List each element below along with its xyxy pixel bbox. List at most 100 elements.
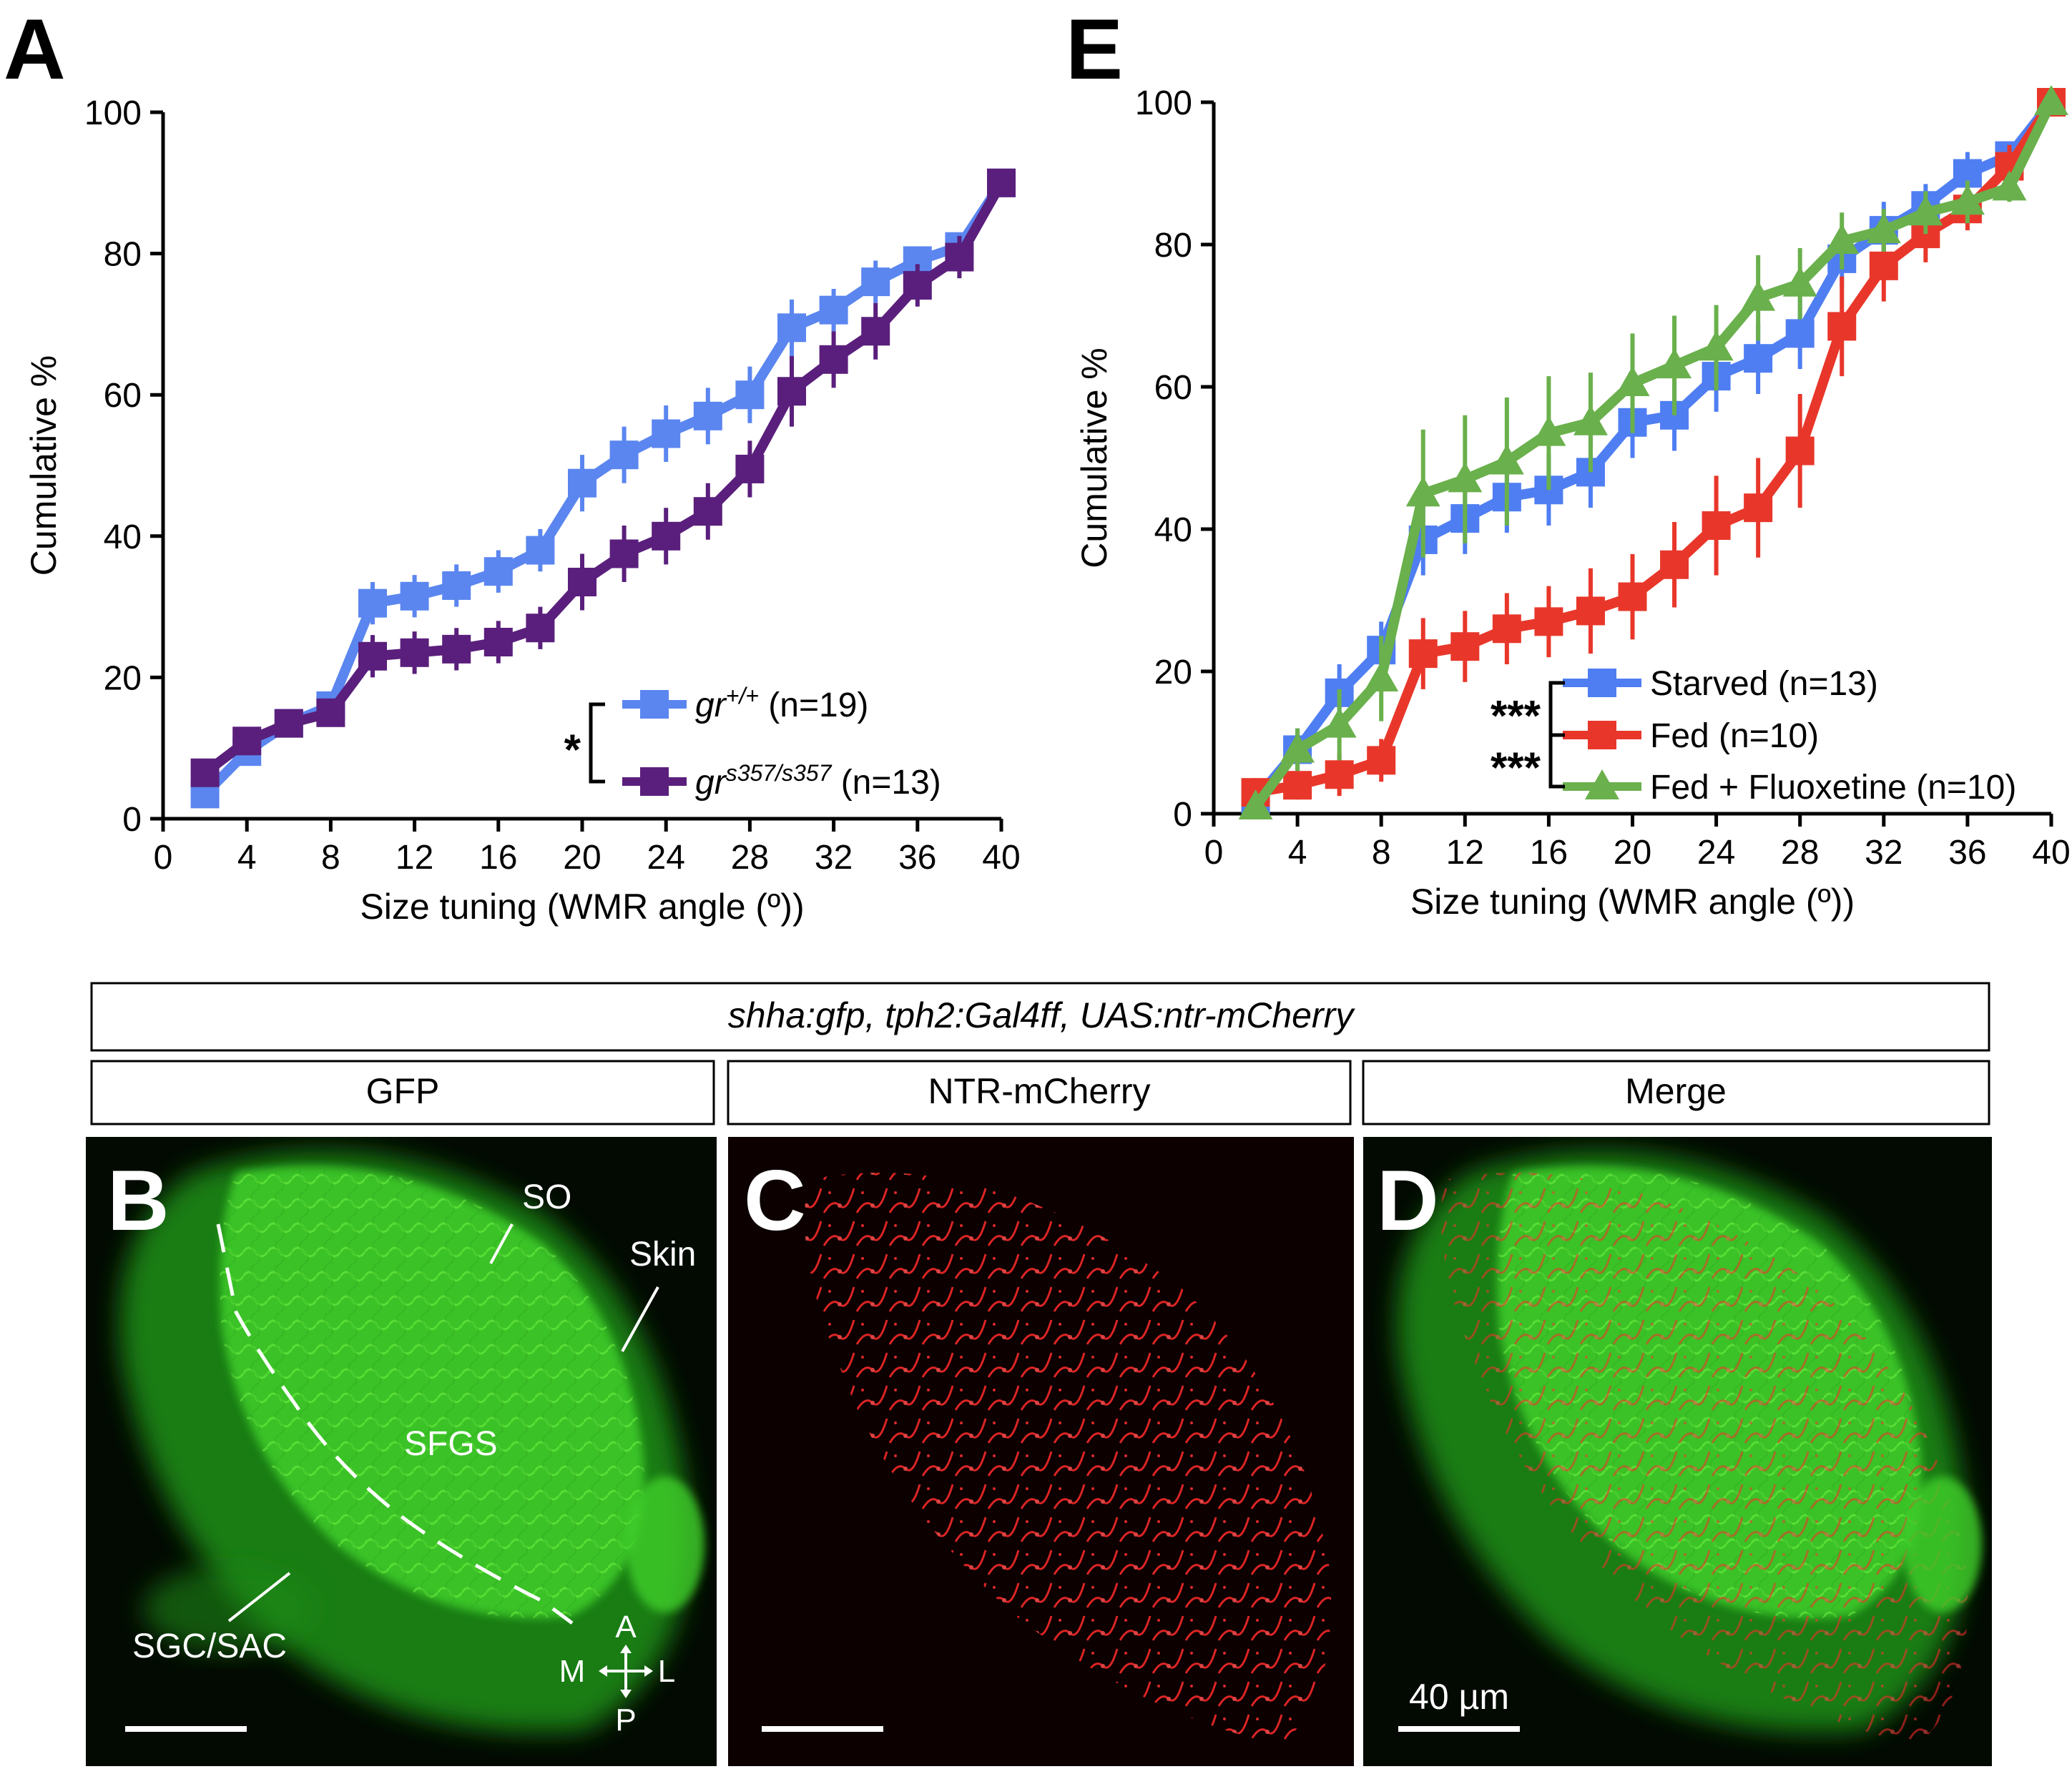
data-point <box>1450 632 1480 661</box>
data-point <box>442 634 471 664</box>
panel-letter-a: A <box>4 1 66 97</box>
data-point <box>1615 366 1650 397</box>
legend-label: Fed (n=10) <box>1650 717 1819 755</box>
data-point <box>1866 213 1901 244</box>
micrograph-merge: 40 µm D <box>1363 1137 1992 1766</box>
gfp-header-box <box>90 1060 715 1125</box>
series-1 <box>190 168 1016 787</box>
x-tick-label: 4 <box>237 839 257 877</box>
data-point <box>274 709 303 738</box>
panel-letter-d: D <box>1377 1153 1439 1248</box>
series-1 <box>1241 88 2066 807</box>
x-tick-label: 24 <box>647 839 685 877</box>
x-axis-label: Size tuning (WMR angle (º)) <box>360 887 804 927</box>
panel-letter-b: B <box>107 1153 170 1248</box>
compass-m: M <box>559 1654 586 1689</box>
x-tick-label: 36 <box>1948 834 1986 872</box>
x-tick-label: 16 <box>479 839 517 877</box>
compass-l: L <box>658 1654 675 1689</box>
data-point <box>1238 789 1273 820</box>
data-point <box>1408 639 1438 669</box>
data-point <box>190 758 220 787</box>
x-tick-label: 0 <box>1204 834 1224 872</box>
label-sfgs: SFGS <box>404 1425 498 1463</box>
data-point <box>693 497 722 526</box>
y-tick-label: 80 <box>1154 227 1192 265</box>
data-point <box>1992 170 2027 201</box>
data-point <box>1283 771 1312 800</box>
y-tick-label: 20 <box>1154 654 1192 691</box>
y-axis-label: Cumulative % <box>24 355 64 576</box>
data-point <box>1950 184 1985 215</box>
data-point <box>945 242 974 272</box>
legend: Starved (n=13) Fed (n=10) Fed + Fluoxetine… <box>1491 665 2016 807</box>
series-0 <box>1241 88 2066 814</box>
legend-marker <box>1588 721 1616 749</box>
data-point <box>1364 661 1399 691</box>
data-point <box>777 377 806 406</box>
data-point <box>1576 596 1605 626</box>
x-tick-label: 28 <box>1781 834 1819 872</box>
legend-label: gr+/+ (n=19) <box>695 683 868 724</box>
data-point <box>1531 415 1566 446</box>
data-point <box>609 440 639 470</box>
data-point <box>1492 614 1521 644</box>
mcherry-header: NTR-mCherry <box>928 1071 1150 1111</box>
x-tick-label: 12 <box>396 839 433 877</box>
x-tick-label: 32 <box>1865 834 1902 872</box>
label-so: SO <box>522 1178 571 1216</box>
compass-a: A <box>615 1610 637 1645</box>
data-point <box>1702 511 1731 541</box>
orientation-compass: A P M L <box>559 1610 676 1738</box>
data-point <box>1744 344 1773 373</box>
data-point <box>861 267 890 297</box>
y-tick-label: 40 <box>104 518 142 556</box>
data-point <box>1322 707 1357 738</box>
data-point <box>1825 224 1860 255</box>
significance-stars: *** <box>1491 692 1541 740</box>
y-axis-label: Cumulative % <box>1074 348 1114 568</box>
genotype-header: shha:gfp, tph2:Gal4ff, UAS:ntr-mCherry <box>728 995 1355 1035</box>
merge-header-box <box>1362 1060 1990 1125</box>
data-point <box>861 317 890 346</box>
x-tick-label: 24 <box>1697 834 1735 872</box>
legend-label: Fed + Fluoxetine (n=10) <box>1650 769 2016 807</box>
x-tick-label: 40 <box>2032 834 2070 872</box>
significance-stars: *** <box>1491 744 1541 792</box>
mcherry-header-box <box>727 1060 1352 1125</box>
y-tick-label: 80 <box>104 236 142 274</box>
y-tick-label: 20 <box>104 659 142 697</box>
panel-letter-c: C <box>744 1153 806 1248</box>
data-point <box>1908 195 1943 226</box>
data-point <box>819 345 848 374</box>
x-tick-label: 4 <box>1288 834 1307 872</box>
data-point <box>2034 85 2068 115</box>
legend-label: grs357/s357 (n=13) <box>695 760 941 802</box>
panel-letter-e: E <box>1066 1 1123 97</box>
significance-bracket <box>589 702 605 784</box>
data-point <box>1785 436 1815 465</box>
scale-bar-label: 40 µm <box>1409 1677 1509 1717</box>
y-tick-label: 40 <box>1154 511 1192 549</box>
data-point <box>1405 476 1440 507</box>
data-point <box>483 557 513 586</box>
data-point <box>609 539 639 568</box>
x-axis-label: Size tuning (WMR angle (º)) <box>1410 882 1855 922</box>
series-2 <box>1238 85 2068 820</box>
x-tick-label: 20 <box>1614 834 1651 872</box>
label-skin: Skin <box>629 1236 696 1273</box>
data-point <box>1869 251 1898 280</box>
data-point <box>568 568 596 597</box>
data-point <box>652 521 681 551</box>
data-point <box>1699 330 1734 361</box>
x-tick-label: 20 <box>563 839 601 877</box>
data-point <box>1741 280 1776 311</box>
x-tick-label: 32 <box>815 839 853 877</box>
legend-marker <box>1585 769 1619 799</box>
y-tick-label: 100 <box>1135 84 1192 122</box>
data-point <box>735 454 765 483</box>
data-point <box>1660 550 1689 579</box>
data-point <box>1782 266 1817 297</box>
x-tick-label: 8 <box>1372 834 1391 872</box>
